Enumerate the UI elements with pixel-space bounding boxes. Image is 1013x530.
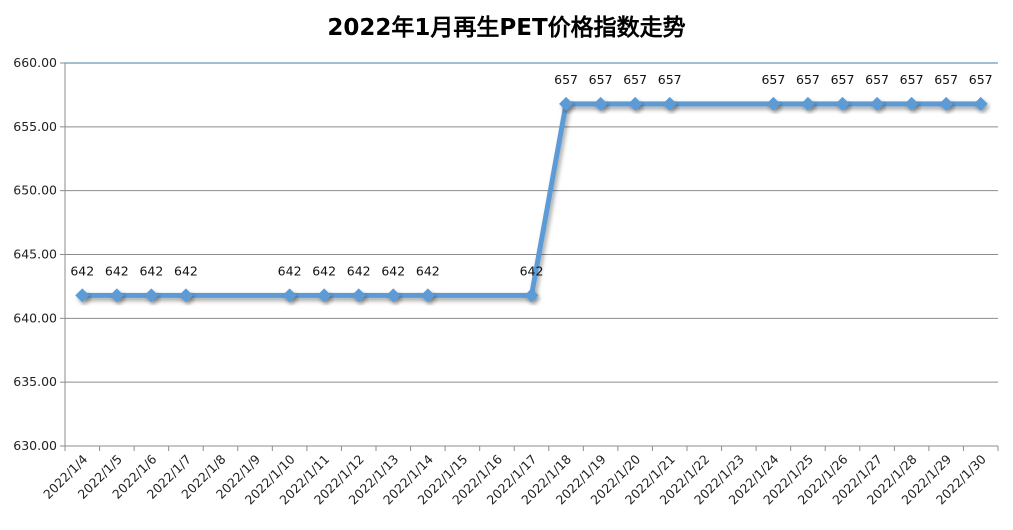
data-label: 657 xyxy=(554,72,578,87)
data-point-marker xyxy=(973,96,988,111)
data-label: 642 xyxy=(520,263,544,278)
y-tick-label: 645.00 xyxy=(13,247,57,262)
y-tick-label: 630.00 xyxy=(13,438,57,453)
data-point-marker xyxy=(662,96,677,111)
y-tick-label: 635.00 xyxy=(13,374,57,389)
data-point-marker xyxy=(800,96,815,111)
y-tick-label: 660.00 xyxy=(13,55,57,70)
data-label: 657 xyxy=(589,72,613,87)
data-label: 657 xyxy=(934,72,958,87)
data-point-marker xyxy=(420,288,435,303)
data-label: 642 xyxy=(312,263,336,278)
data-label: 657 xyxy=(865,72,889,87)
data-label: 657 xyxy=(796,72,820,87)
y-tick-label: 655.00 xyxy=(13,119,57,134)
data-point-marker xyxy=(144,288,159,303)
data-label: 642 xyxy=(70,263,94,278)
data-label: 657 xyxy=(969,72,993,87)
data-point-marker xyxy=(351,288,366,303)
data-point-marker xyxy=(386,288,401,303)
data-point-marker xyxy=(904,96,919,111)
data-label: 642 xyxy=(174,263,198,278)
data-point-marker xyxy=(939,96,954,111)
data-label: 642 xyxy=(105,263,129,278)
data-point-marker xyxy=(109,288,124,303)
data-point-marker xyxy=(178,288,193,303)
data-point-marker xyxy=(766,96,781,111)
y-tick-label: 650.00 xyxy=(13,183,57,198)
data-label: 642 xyxy=(416,263,440,278)
data-point-marker xyxy=(75,288,90,303)
data-label: 657 xyxy=(900,72,924,87)
chart-title: 2022年1月再生PET价格指数走势 xyxy=(327,15,686,41)
data-point-marker xyxy=(593,96,608,111)
data-label: 642 xyxy=(347,263,371,278)
data-label: 657 xyxy=(831,72,855,87)
data-point-marker xyxy=(282,288,297,303)
data-label: 657 xyxy=(623,72,647,87)
data-point-marker xyxy=(317,288,332,303)
data-point-marker xyxy=(835,96,850,111)
data-label: 642 xyxy=(139,263,163,278)
y-tick-label: 640.00 xyxy=(13,310,57,325)
data-point-marker xyxy=(559,96,574,111)
data-label: 657 xyxy=(658,72,682,87)
data-point-marker xyxy=(870,96,885,111)
data-label: 642 xyxy=(278,263,302,278)
data-label: 642 xyxy=(381,263,405,278)
data-label: 657 xyxy=(761,72,785,87)
data-point-marker xyxy=(628,96,643,111)
data-point-marker xyxy=(524,288,539,303)
